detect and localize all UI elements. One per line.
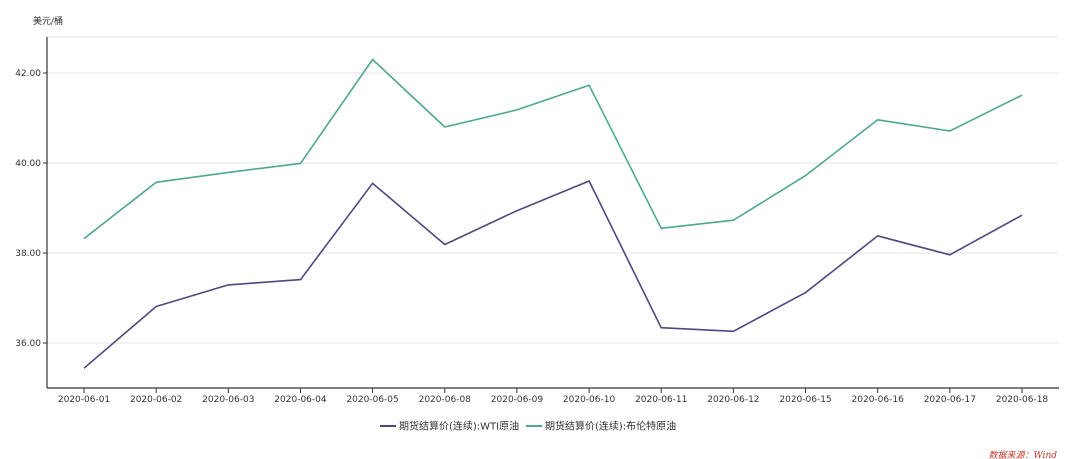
x-tick-label: 2020-06-10 [563, 395, 616, 405]
x-axis: 2020-06-01 2020-06-02 2020-06-03 2020-06-04… [47, 387, 1059, 405]
y-axis-ticks: 36.00 38.00 40.00 42.00 [15, 37, 48, 388]
x-tick-label: 2020-06-11 [635, 395, 687, 405]
x-tick-label: 2020-06-02 [130, 395, 182, 405]
y-tick-label: 36.00 [15, 339, 41, 349]
series-line-1 [83, 180, 1023, 369]
legend-label-1: 期货结算价(连续):WTI原油 [399, 420, 519, 433]
x-tick-label: 2020-06-01 [58, 395, 110, 405]
x-tick-label: 2020-06-09 [491, 395, 544, 405]
x-tick-label: 2020-06-18 [996, 395, 1049, 405]
series-lines [83, 58, 1023, 369]
x-tick-label: 2020-06-05 [346, 395, 398, 405]
data-source-note: 数据来源：Wind [988, 450, 1057, 459]
x-tick-label: 2020-06-17 [924, 395, 976, 405]
x-tick-label: 2020-06-12 [707, 395, 759, 405]
x-tick-label: 2020-06-04 [274, 395, 327, 405]
y-axis-unit-label: 美元/桶 [33, 15, 63, 27]
grid-lines [47, 36, 1058, 344]
y-tick-label: 40.00 [15, 159, 41, 169]
y-tick-label: 38.00 [15, 249, 41, 259]
x-tick-label: 2020-06-15 [779, 395, 831, 405]
x-tick-label: 2020-06-03 [202, 395, 254, 405]
x-tick-label: 2020-06-16 [852, 395, 905, 405]
legend: 期货结算价(连续):WTI原油 期货结算价(连续):布伦特原油 [380, 420, 676, 433]
y-tick-label: 42.00 [15, 69, 41, 79]
legend-label-2: 期货结算价(连续):布伦特原油 [545, 420, 676, 433]
x-tick-label: 2020-06-08 [419, 395, 472, 405]
series-line-2 [83, 58, 1023, 240]
